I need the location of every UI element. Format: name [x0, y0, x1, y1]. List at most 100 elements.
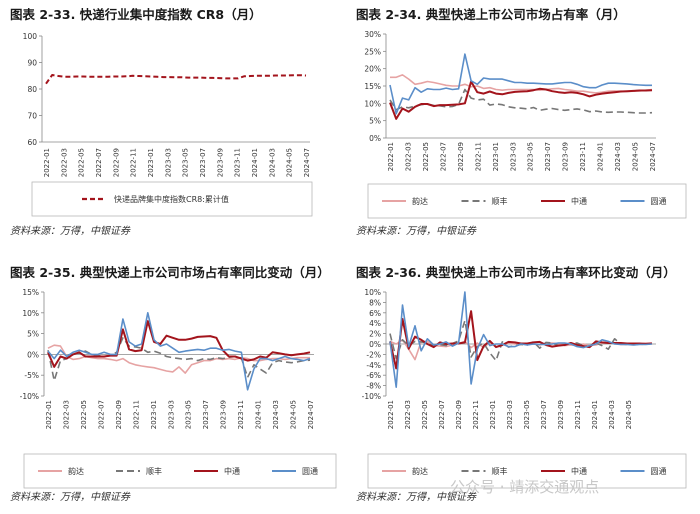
legend-label: 顺丰	[492, 466, 508, 476]
legend-label: 中通	[224, 466, 240, 476]
legend-label: 圆通	[651, 466, 667, 476]
x-tick-label: 2023-03	[167, 400, 175, 429]
y-tick-label: -8%	[366, 382, 381, 391]
y-tick-label: 70	[27, 112, 37, 121]
y-tick-label: -10%	[20, 392, 39, 401]
legend-label: 顺丰	[492, 196, 508, 206]
legend-label: 韵达	[68, 466, 84, 476]
x-tick-label: 2024-07	[303, 148, 311, 177]
x-tick-label: 2022-03	[62, 400, 70, 429]
x-tick-label: 2022-09	[112, 148, 120, 177]
chart-title: 图表 2-34. 典型快递上市公司市场占有率（月）	[356, 7, 626, 22]
y-tick-label: 25%	[364, 47, 381, 56]
legend-label: 韵达	[412, 196, 428, 206]
x-tick-label: 2022-03	[404, 400, 412, 429]
panel-mom-change: 图表 2-36. 典型快递上市公司市场占有率环比变动（月） 10% 8% 6% 4% 2…	[356, 262, 696, 508]
x-tick-label: 2023-01	[150, 400, 158, 429]
y-tick-label: -2%	[366, 350, 381, 359]
source-note: 资料来源：万得，中银证券	[10, 226, 130, 237]
x-tick-label: 2024-03	[272, 400, 280, 429]
legend-label: 快递品牌集中度指数CR8:累计值	[114, 194, 229, 204]
y-tick-label: 10%	[22, 309, 39, 318]
x-tick-label: 2023-05	[523, 400, 531, 429]
x-tick-label: 2022-11	[472, 400, 480, 429]
x-tick-label: 2022-01	[387, 142, 395, 171]
chart-title: 图表 2-35. 典型快递上市公司市场占有率同比变动（月）	[10, 265, 330, 280]
x-tick-label: 2024-03	[268, 148, 276, 177]
x-tick-label: 2024-05	[290, 400, 298, 429]
y-tick-label: 5%	[369, 117, 381, 126]
x-tick-label: 2022-03	[404, 142, 412, 171]
legend-label: 韵达	[412, 466, 428, 476]
panel-yoy-change: 图表 2-35. 典型快递上市公司市场占有率同比变动（月） 15% 10% 5% 0%…	[10, 262, 340, 508]
x-tick-label: 2022-09	[455, 400, 463, 429]
x-tick-label: 2022-07	[438, 400, 446, 429]
x-tick-label: 2022-07	[95, 148, 103, 177]
panel-market-share: 图表 2-34. 典型快递上市公司市场占有率（月） 30% 25% 20% 15% 10…	[356, 4, 696, 238]
y-tick-label: -10%	[362, 392, 381, 401]
y-tick-label: -4%	[366, 361, 381, 370]
series-line-快递品牌集中度指数CR8:累计值	[45, 74, 307, 85]
x-tick-label: 2023-01	[147, 148, 155, 177]
x-tick-label: 2023-11	[579, 142, 587, 171]
x-tick-label: 2022-05	[78, 148, 86, 177]
series-line-圆通	[389, 53, 652, 115]
y-tick-label: 100	[23, 32, 38, 41]
x-tick-label: 2023-03	[509, 142, 517, 171]
x-tick-label: 2023-09	[220, 400, 228, 429]
x-tick-label: 2022-05	[422, 142, 430, 171]
x-tick-label: 2024-07	[649, 142, 657, 171]
y-tick-label: 0%	[369, 134, 381, 143]
legend-box	[31, 181, 313, 217]
x-tick-label: 2023-11	[574, 400, 582, 429]
y-tick-label: 0%	[369, 340, 381, 349]
x-tick-label: 2024-05	[625, 400, 633, 429]
x-tick-label: 2024-05	[286, 148, 294, 177]
x-tick-label: 2023-01	[489, 400, 497, 429]
series-line-韵达	[390, 74, 653, 94]
chart-market-share: 30% 25% 20% 15% 10% 5% 0% 2022-01 2022-03 2022-05…	[364, 30, 687, 219]
x-tick-label: 2023-01	[492, 142, 500, 171]
x-tick-label: 2024-01	[255, 400, 263, 429]
y-tick-label: 8%	[369, 298, 381, 307]
y-tick-label: 5%	[27, 330, 39, 339]
x-tick-label: 2023-05	[182, 148, 190, 177]
y-tick-label: -6%	[366, 371, 381, 380]
x-tick-label: 2022-01	[387, 400, 395, 429]
y-tick-label: 80	[27, 85, 37, 94]
x-tick-label: 2022-01	[43, 148, 51, 177]
source-note: 资料来源：万得，中银证券	[10, 492, 130, 503]
legend-label: 中通	[571, 196, 587, 206]
x-tick-label: 2023-03	[506, 400, 514, 429]
x-tick-label: 2022-05	[421, 400, 429, 429]
y-tick-label: 15%	[364, 82, 381, 91]
x-tick-label: 2022-05	[80, 400, 88, 429]
y-tick-label: 0%	[27, 350, 39, 359]
x-tick-label: 2023-07	[199, 148, 207, 177]
series-line-顺丰	[47, 336, 311, 382]
x-tick-label: 2022-11	[132, 400, 140, 429]
x-tick-label: 2022-11	[474, 142, 482, 171]
x-tick-label: 2024-01	[597, 142, 605, 171]
x-tick-label: 2024-03	[614, 142, 622, 171]
y-tick-label: 20%	[364, 65, 381, 74]
series-line-中通	[47, 320, 311, 368]
x-tick-label: 2022-01	[45, 400, 53, 429]
x-tick-label: 2022-09	[457, 142, 465, 171]
y-tick-label: 10%	[364, 99, 381, 108]
legend-label: 中通	[571, 466, 587, 476]
y-tick-label: 30%	[364, 30, 381, 39]
x-tick-label: 2024-03	[608, 400, 616, 429]
y-tick-label: 15%	[22, 288, 39, 297]
legend-label: 圆通	[651, 196, 667, 206]
x-tick-label: 2022-03	[60, 148, 68, 177]
y-tick-label: 2%	[369, 330, 381, 339]
legend-label: 顺丰	[146, 466, 162, 476]
y-tick-label: 10%	[364, 288, 381, 297]
series-line-中通	[389, 80, 653, 120]
x-tick-label: 2024-07	[307, 400, 315, 429]
y-tick-label: 4%	[369, 319, 381, 328]
y-tick-label: 6%	[369, 309, 381, 318]
x-tick-label: 2023-11	[237, 400, 245, 429]
x-tick-label: 2022-11	[130, 148, 138, 177]
